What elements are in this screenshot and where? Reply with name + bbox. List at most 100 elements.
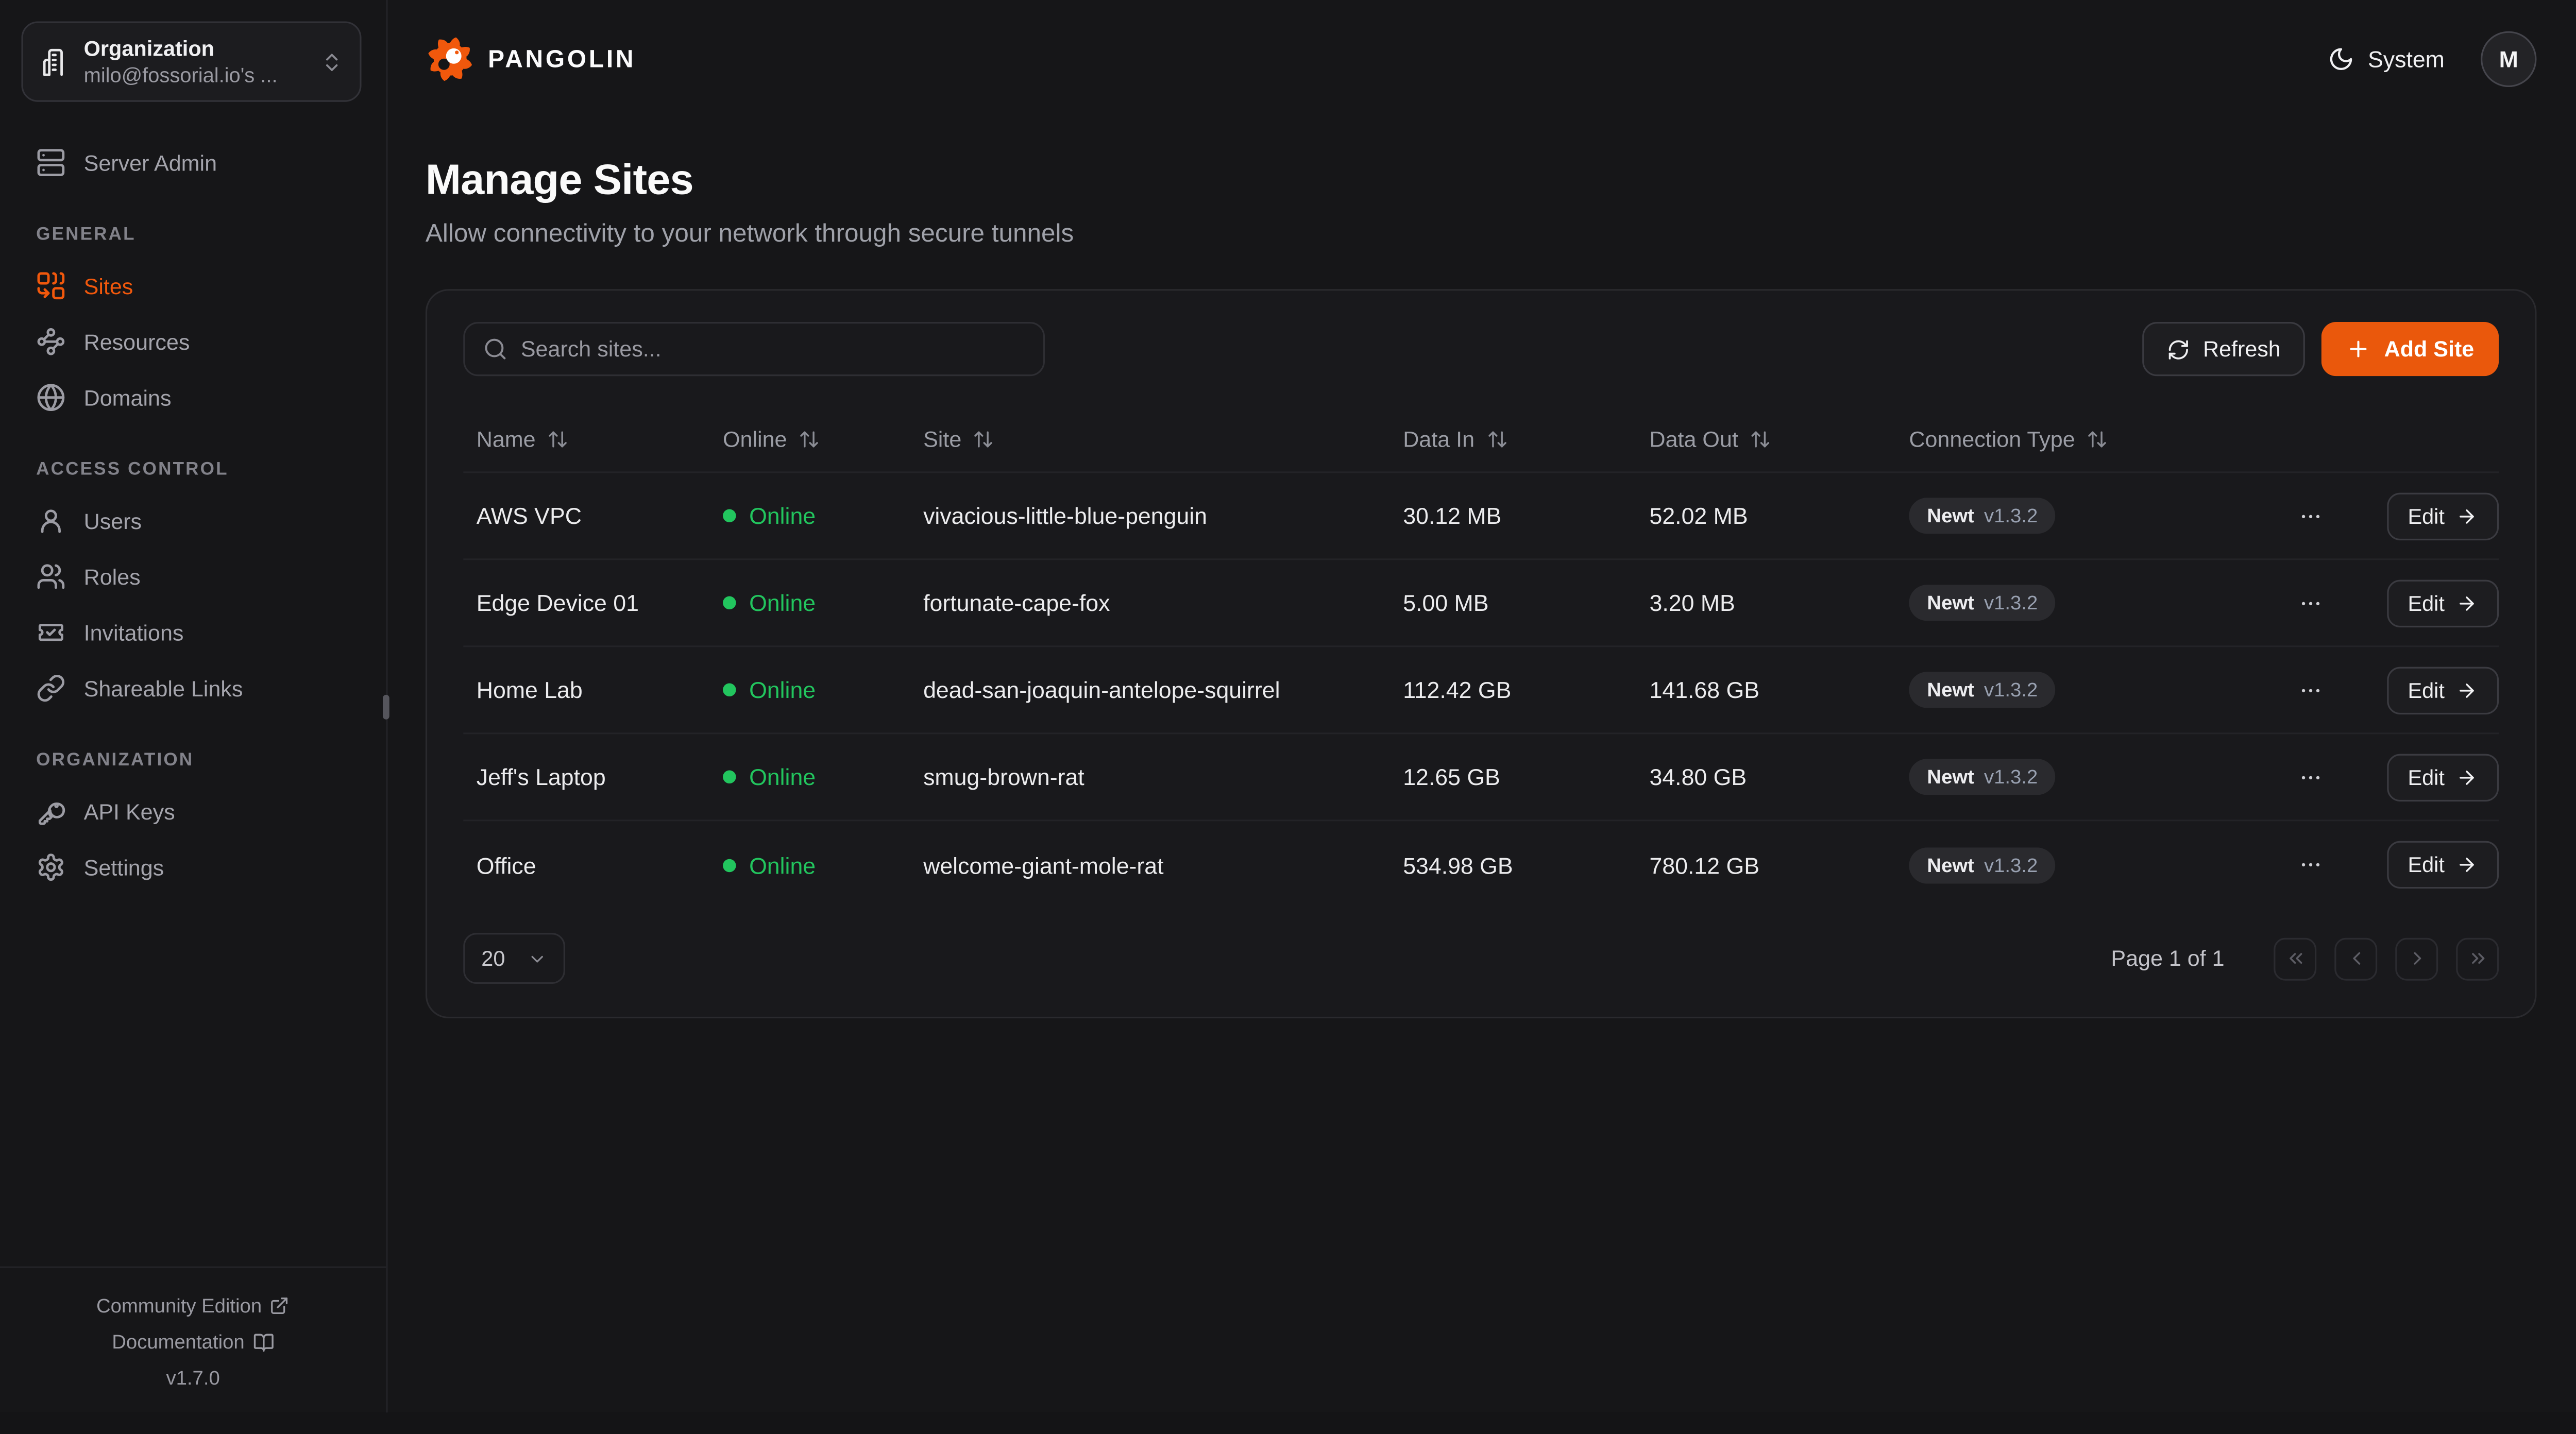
section-title-organization: ORGANIZATION xyxy=(36,750,194,771)
avatar[interactable]: M xyxy=(2481,31,2537,88)
row-menu-button[interactable] xyxy=(2292,846,2358,883)
column-header-connection-type[interactable]: Connection Type xyxy=(1896,427,2292,452)
page-head: Manage Sites Allow connectivity to your … xyxy=(388,118,2576,250)
sidebar-item-shareable-links[interactable]: Shareable Links xyxy=(21,662,364,714)
row-menu-button[interactable] xyxy=(2292,584,2358,622)
community-edition-link[interactable]: Community Edition xyxy=(0,1288,386,1324)
sidebar-item-server-admin[interactable]: Server Admin xyxy=(21,136,364,189)
online-dot-icon xyxy=(723,596,736,610)
server-icon xyxy=(36,148,65,177)
pangolin-logo-icon xyxy=(426,35,475,84)
page-size-value: 20 xyxy=(481,946,505,971)
edit-button[interactable]: Edit xyxy=(2386,579,2499,627)
chevrons-left-icon xyxy=(2284,948,2306,969)
refresh-icon xyxy=(2167,337,2190,361)
documentation-link[interactable]: Documentation xyxy=(0,1324,386,1360)
site-name: Home Lab xyxy=(476,676,583,703)
edit-button[interactable]: Edit xyxy=(2386,492,2499,540)
column-header-name[interactable]: Name xyxy=(463,427,709,452)
data-in-value: 12.65 GB xyxy=(1403,763,1500,790)
column-header-site[interactable]: Site xyxy=(910,427,1390,452)
sidebar-item-sites[interactable]: Sites xyxy=(21,260,364,312)
sidebar-item-label: Resources xyxy=(83,329,190,354)
site-slug: smug-brown-rat xyxy=(923,763,1084,790)
site-name: AWS VPC xyxy=(476,502,582,529)
sidebar-nav: Server Admin GENERAL Sites Resources Do xyxy=(0,123,386,1266)
column-header-online[interactable]: Online xyxy=(710,427,910,452)
building-icon xyxy=(40,47,69,76)
site-name: Edge Device 01 xyxy=(476,589,639,616)
arrow-right-icon xyxy=(2456,854,2477,875)
table-row: AWS VPC Online vivacious-little-blue-pen… xyxy=(463,473,2499,560)
status-badge: Online xyxy=(710,503,910,529)
sites-table-card: Refresh Add Site Name Online Site Data I… xyxy=(425,289,2537,1019)
table-header-row: Name Online Site Data In Data Out Connec… xyxy=(463,407,2499,473)
gear-icon xyxy=(36,852,65,882)
chevrons-up-down-icon xyxy=(320,50,344,73)
column-header-data-in[interactable]: Data In xyxy=(1390,427,1636,452)
user-icon xyxy=(36,506,65,535)
site-slug: vivacious-little-blue-penguin xyxy=(923,502,1208,529)
first-page-button[interactable] xyxy=(2274,937,2317,980)
data-out-value: 52.02 MB xyxy=(1649,502,1748,529)
table-row: Jeff's Laptop Online smug-brown-rat 12.6… xyxy=(463,734,2499,822)
sort-icon xyxy=(547,429,568,450)
edit-button[interactable]: Edit xyxy=(2386,841,2499,889)
previous-page-button[interactable] xyxy=(2334,937,2378,980)
combine-icon xyxy=(36,271,65,300)
status-badge: Online xyxy=(710,590,910,616)
last-page-button[interactable] xyxy=(2456,937,2499,980)
page-size-select[interactable]: 20 xyxy=(463,933,565,984)
site-name: Jeff's Laptop xyxy=(476,763,606,790)
row-menu-button[interactable] xyxy=(2292,671,2358,709)
sidebar-item-users[interactable]: Users xyxy=(21,494,364,547)
sidebar-item-invitations[interactable]: Invitations xyxy=(21,606,364,659)
globe-icon xyxy=(36,383,65,412)
search-input[interactable] xyxy=(520,336,1025,362)
site-slug: dead-san-joaquin-antelope-squirrel xyxy=(923,676,1280,703)
sidebar-footer: Community Edition Documentation v1.7.0 xyxy=(0,1266,386,1413)
book-open-icon xyxy=(253,1331,274,1353)
org-switcher[interactable]: Organization milo@fossorial.io's ... xyxy=(21,21,362,102)
edit-button[interactable]: Edit xyxy=(2386,666,2499,714)
sidebar-item-label: Users xyxy=(83,508,142,533)
chevron-down-icon xyxy=(528,949,547,968)
add-site-button[interactable]: Add Site xyxy=(2321,322,2499,377)
column-header-data-out[interactable]: Data Out xyxy=(1636,427,1896,452)
chevron-left-icon xyxy=(2345,948,2366,969)
arrow-right-icon xyxy=(2456,679,2477,701)
arrow-right-icon xyxy=(2456,592,2477,613)
sidebar-item-label: Domains xyxy=(83,385,172,410)
row-menu-button[interactable] xyxy=(2292,497,2358,535)
data-out-value: 780.12 GB xyxy=(1649,851,1759,878)
brand-logo[interactable]: PANGOLIN xyxy=(426,35,636,84)
users-icon xyxy=(36,562,65,591)
section-title-access-control: ACCESS CONTROL xyxy=(36,459,229,480)
sidebar-item-settings[interactable]: Settings xyxy=(21,841,364,894)
sidebar-item-api-keys[interactable]: API Keys xyxy=(21,785,364,838)
search-box xyxy=(463,322,1045,377)
row-menu-button[interactable] xyxy=(2292,758,2358,796)
connection-type-badge: Newt v1.3.2 xyxy=(1909,498,2056,534)
avatar-initial: M xyxy=(2499,46,2518,73)
external-link-icon xyxy=(270,1296,290,1316)
sidebar-item-roles[interactable]: Roles xyxy=(21,550,364,603)
org-switcher-label: Organization xyxy=(83,36,214,61)
sidebar-resize-handle[interactable] xyxy=(382,694,389,720)
refresh-button[interactable]: Refresh xyxy=(2142,322,2306,377)
mail-check-icon xyxy=(36,618,65,647)
sidebar-item-domains[interactable]: Domains xyxy=(21,371,364,424)
online-dot-icon xyxy=(723,858,736,872)
refresh-label: Refresh xyxy=(2202,336,2281,362)
theme-toggle[interactable]: System xyxy=(2328,46,2445,72)
sidebar-item-resources[interactable]: Resources xyxy=(21,315,364,368)
link-icon xyxy=(36,673,65,703)
next-page-button[interactable] xyxy=(2395,937,2438,980)
edit-button[interactable]: Edit xyxy=(2386,753,2499,801)
arrow-right-icon xyxy=(2456,766,2477,788)
connection-type-badge: Newt v1.3.2 xyxy=(1909,672,2056,708)
connection-type-badge: Newt v1.3.2 xyxy=(1909,585,2056,621)
sort-icon xyxy=(1486,429,1507,450)
page-status: Page 1 of 1 xyxy=(2111,946,2225,971)
